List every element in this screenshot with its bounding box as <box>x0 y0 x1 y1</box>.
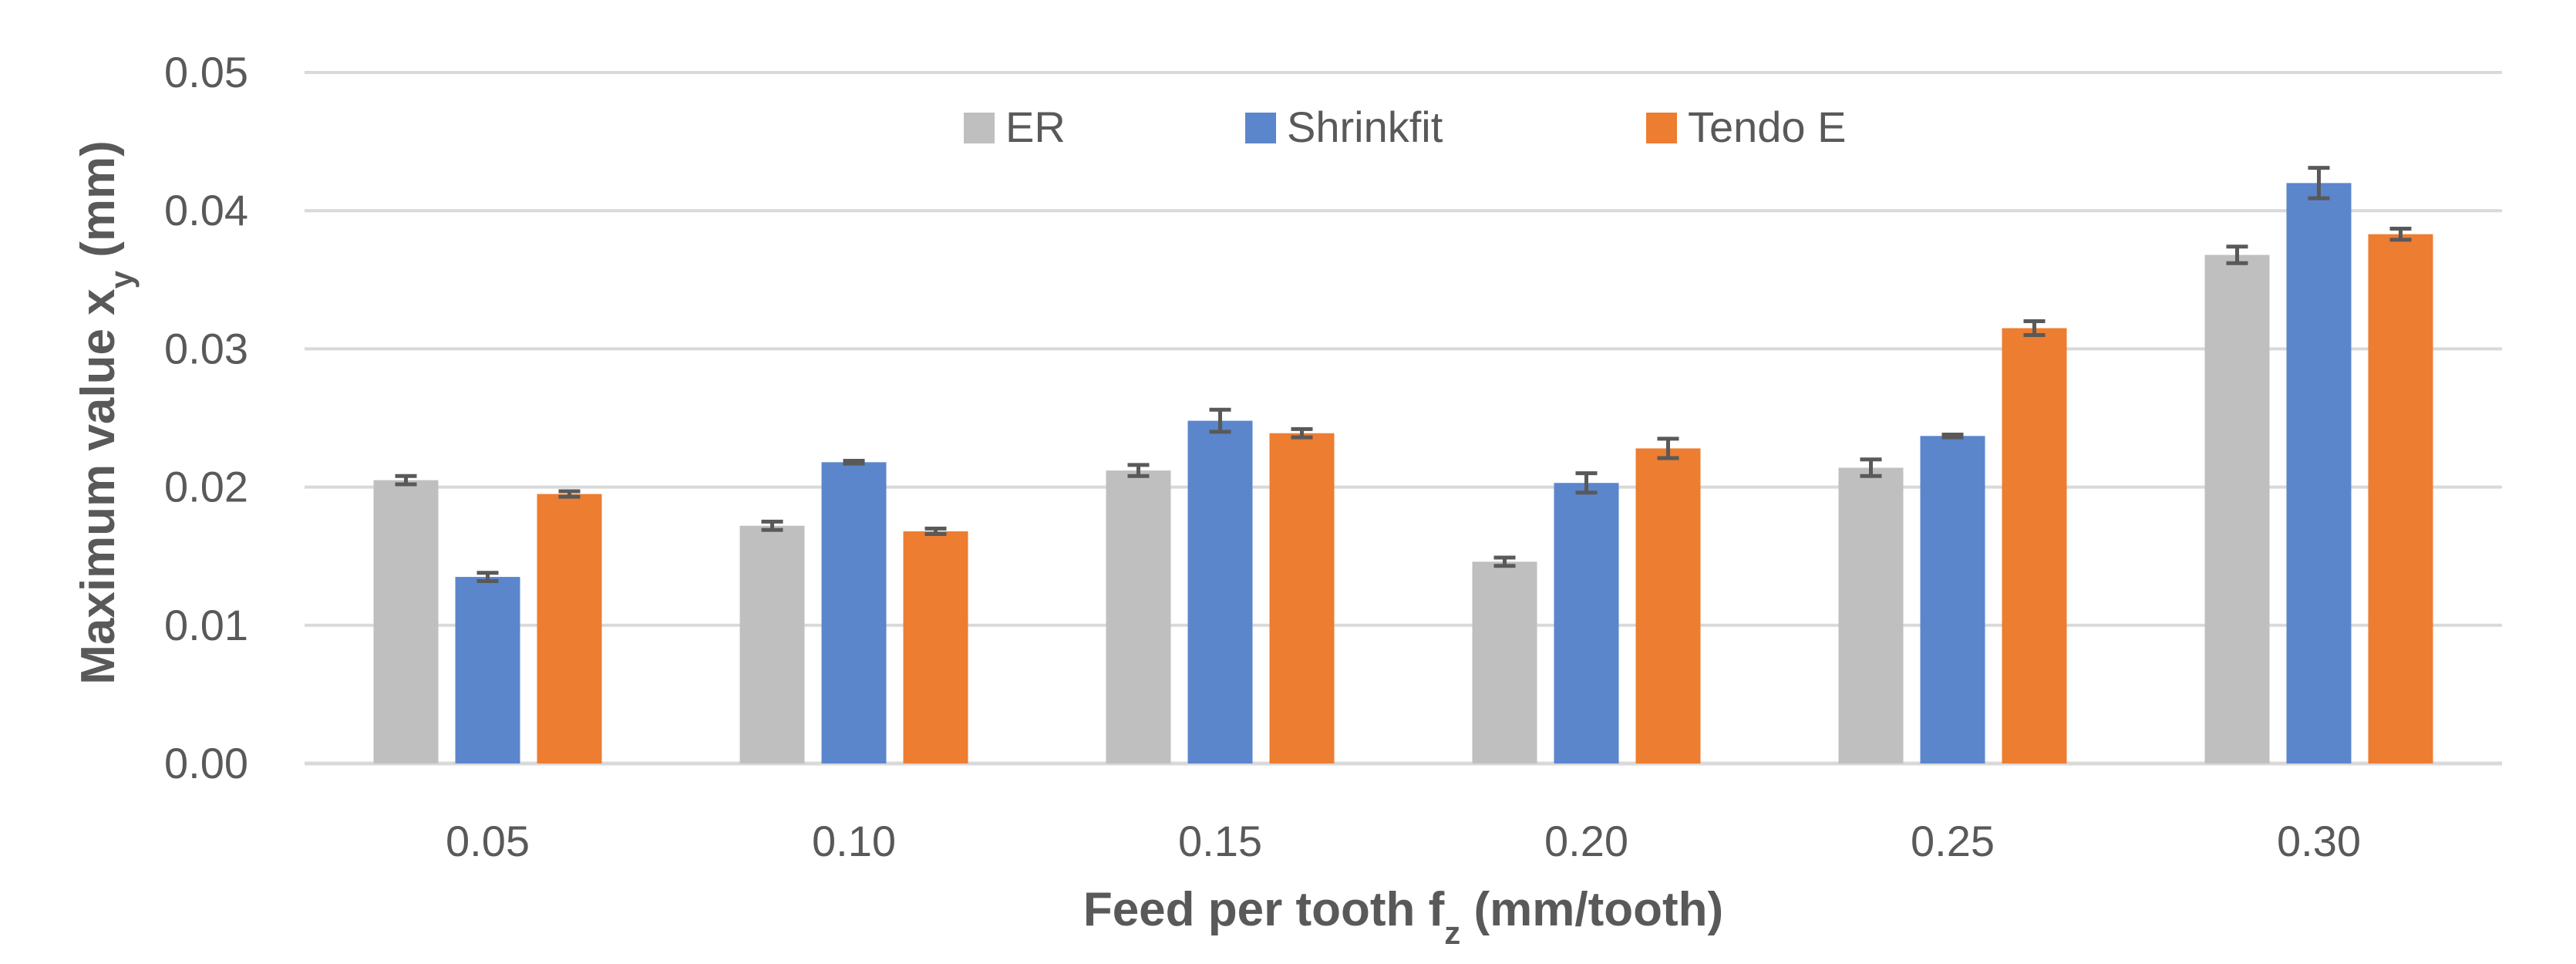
bar-shrinkfit-0.05 <box>455 577 520 763</box>
x-axis-title-main: Feed per tooth f <box>1083 883 1445 936</box>
bar-er-0.20 <box>1472 561 1537 763</box>
legend-swatch <box>1245 113 1276 143</box>
bar-er-0.15 <box>1106 470 1171 763</box>
x-tick-label: 0.10 <box>812 817 896 865</box>
y-axis-title: Maximum value xy (mm) <box>72 140 140 685</box>
legend-label: ER <box>1005 103 1066 151</box>
legend-item-tendo-e: Tendo E <box>1646 103 1847 151</box>
error-bar-shrinkfit-0.05 <box>476 571 499 583</box>
error-bar-er-0.15 <box>1127 463 1150 478</box>
x-axis-title-rest: (mm/tooth) <box>1460 883 1723 936</box>
legend-label: Tendo E <box>1688 103 1847 151</box>
bar-tendo-e-0.25 <box>2002 328 2067 763</box>
error-bar-shrinkfit-0.30 <box>2308 166 2330 201</box>
bar-er-0.30 <box>2204 254 2270 763</box>
x-axis-ticks: 0.05 0.10 0.15 0.20 0.25 0.30 <box>446 817 2361 865</box>
bar-tendo-e-0.05 <box>537 494 602 763</box>
error-bar-er-0.20 <box>1493 555 1516 568</box>
error-bar-shrinkfit-0.10 <box>843 459 865 466</box>
x-tick-label: 0.15 <box>1178 817 1262 865</box>
bar-er-0.05 <box>373 480 439 763</box>
x-axis-title-sub: z <box>1444 915 1460 951</box>
error-bar-er-0.25 <box>1860 457 1882 478</box>
bar-tendo-e-0.15 <box>1269 433 1335 763</box>
legend-item-er: ER <box>964 103 1066 151</box>
bar-shrinkfit-0.10 <box>821 462 887 763</box>
y-axis-title-sub: y <box>103 270 140 288</box>
y-tick-label: 0.02 <box>164 463 248 511</box>
gridlines <box>305 71 2502 766</box>
legend-swatch <box>964 113 995 143</box>
x-tick-label: 0.25 <box>1911 817 1995 865</box>
bar-shrinkfit-0.25 <box>1920 436 1985 763</box>
error-bar-tendo-e-0.05 <box>558 489 581 499</box>
error-bar-shrinkfit-0.15 <box>1209 407 1231 434</box>
bar-tendo-e-0.10 <box>903 531 968 763</box>
error-bar-tendo-e-0.15 <box>1291 426 1313 440</box>
error-bar-er-0.10 <box>761 519 783 532</box>
bars <box>373 183 2433 764</box>
x-tick-label: 0.30 <box>2277 817 2361 865</box>
error-bar-tendo-e-0.30 <box>2389 226 2412 242</box>
error-bars <box>395 166 2412 583</box>
y-tick-label: 0.05 <box>164 48 248 96</box>
bar-shrinkfit-0.30 <box>2286 183 2352 764</box>
legend-item-shrinkfit: Shrinkfit <box>1245 103 1443 151</box>
bar-shrinkfit-0.15 <box>1187 420 1253 763</box>
y-tick-label: 0.03 <box>164 324 248 372</box>
y-axis-title-rest: (mm) <box>72 140 125 271</box>
error-bar-tendo-e-0.20 <box>1657 436 1679 460</box>
y-axis-title-main: Maximum value x <box>72 288 125 685</box>
error-bar-tendo-e-0.10 <box>924 526 947 537</box>
error-bar-er-0.30 <box>2226 244 2248 265</box>
y-axis-ticks: 0.00 0.01 0.02 0.03 0.04 0.05 <box>164 48 248 787</box>
bar-tendo-e-0.30 <box>2368 234 2433 763</box>
y-tick-label: 0.01 <box>164 601 248 649</box>
bar-tendo-e-0.20 <box>1635 448 1701 763</box>
error-bar-tendo-e-0.25 <box>2023 319 2046 337</box>
error-bar-shrinkfit-0.25 <box>1941 433 1964 440</box>
bar-er-0.25 <box>1838 467 1904 763</box>
error-bar-er-0.05 <box>395 474 417 487</box>
error-bar-shrinkfit-0.20 <box>1575 471 1598 495</box>
y-tick-label: 0.00 <box>164 739 248 787</box>
legend-swatch <box>1646 113 1677 143</box>
x-axis-title: Feed per tooth fz (mm/tooth) <box>1083 883 1723 951</box>
bar-shrinkfit-0.20 <box>1554 483 1619 763</box>
y-tick-label: 0.04 <box>164 186 248 234</box>
bar-er-0.10 <box>739 525 805 763</box>
legend: ER Shrinkfit Tendo E <box>964 103 1847 151</box>
x-tick-label: 0.20 <box>1544 817 1628 865</box>
legend-label: Shrinkfit <box>1287 103 1443 151</box>
x-tick-label: 0.05 <box>446 817 530 865</box>
